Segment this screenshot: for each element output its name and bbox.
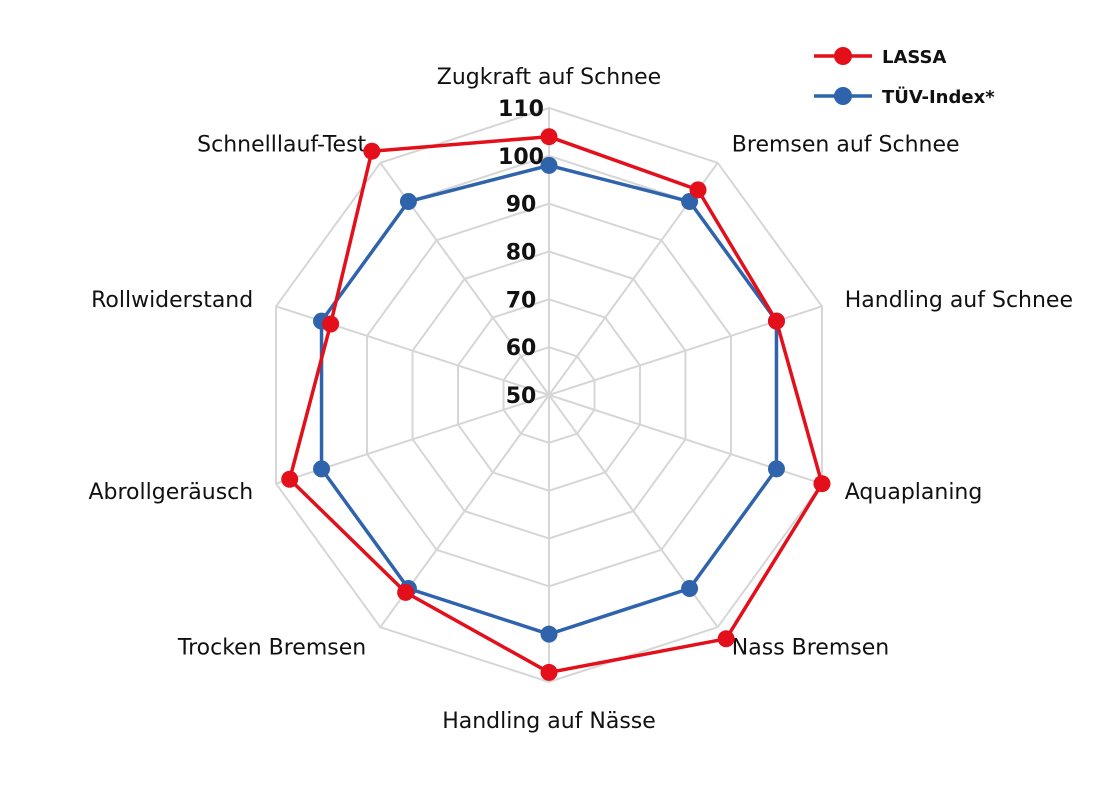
- data-point: [540, 663, 558, 681]
- data-point: [397, 583, 415, 601]
- data-point: [681, 579, 699, 597]
- tick-label: 50: [506, 384, 537, 409]
- data-point: [540, 128, 558, 146]
- axis-label: Zugkraft auf Schnee: [437, 65, 661, 90]
- tick-label: 60: [506, 336, 537, 361]
- axis-labels: Zugkraft auf Schnee Bremsen auf Schnee Han…: [88, 65, 1073, 734]
- tick-label: 100: [498, 145, 544, 170]
- axis-label: Handling auf Schnee: [845, 288, 1073, 313]
- legend-item-tuv-index: TÜV-Index*: [814, 86, 995, 108]
- data-point: [717, 630, 735, 648]
- data-point: [313, 460, 331, 478]
- tick-labels: 50 60 70 80 90 100 110: [498, 97, 544, 409]
- tick-label: 90: [506, 193, 537, 218]
- legend: LASSA TÜV-Index*: [814, 47, 995, 108]
- axis-label: Nass Bremsen: [732, 636, 889, 661]
- axis-label: Handling auf Nässe: [442, 709, 656, 734]
- legend-label: TÜV-Index*: [882, 86, 995, 108]
- data-point: [363, 142, 381, 160]
- axis-label: Bremsen auf Schnee: [732, 132, 960, 157]
- tick-label: 80: [506, 241, 537, 266]
- data-point: [399, 193, 417, 211]
- legend-label: LASSA: [882, 47, 947, 68]
- data-point: [767, 312, 785, 330]
- legend-item-lassa: LASSA: [814, 47, 947, 68]
- data-point: [322, 315, 340, 333]
- grid-layer: [275, 106, 823, 684]
- axis-label: Trocken Bremsen: [177, 636, 366, 661]
- data-point: [540, 156, 558, 174]
- axis-label: Schnelllauf-Test: [197, 132, 366, 157]
- data-point: [281, 470, 299, 488]
- tick-label: 70: [506, 288, 537, 313]
- axis-label: Aquaplaning: [845, 480, 983, 505]
- data-point: [813, 475, 831, 493]
- series-lassa: [281, 128, 831, 681]
- axis-label: Abrollgeräusch: [88, 480, 253, 505]
- tick-label: 110: [498, 97, 544, 122]
- legend-swatch-marker: [834, 87, 852, 105]
- data-point: [540, 625, 558, 643]
- data-point: [767, 460, 785, 478]
- data-point: [689, 181, 707, 199]
- axis-label: Rollwiderstand: [91, 288, 253, 313]
- series-layer: [281, 128, 831, 681]
- legend-swatch-marker: [834, 47, 852, 65]
